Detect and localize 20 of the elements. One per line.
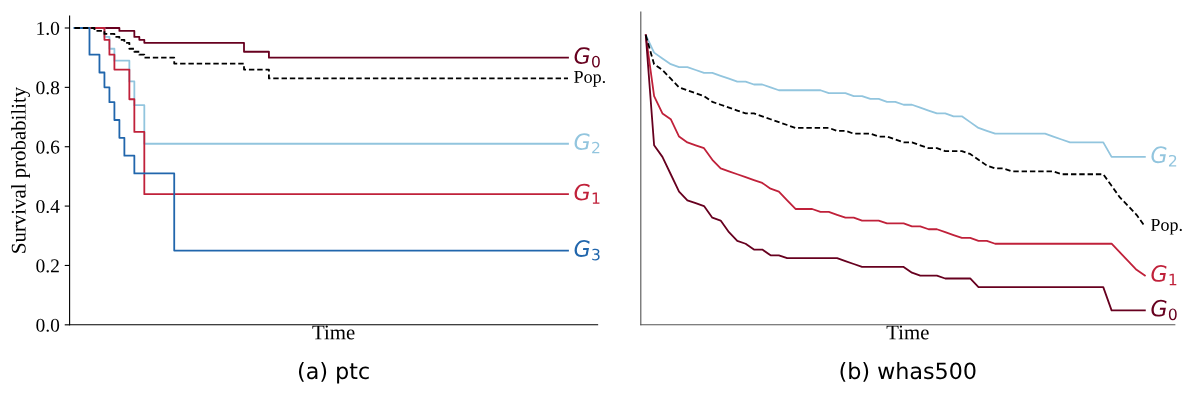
- series-label: G$_{2}$: [574, 133, 600, 154]
- series-label: G$_{3}$: [574, 240, 600, 261]
- y-tick-label: 0.2: [36, 259, 59, 273]
- y-tick-label: 0.0: [36, 318, 60, 332]
- series-label: G$_{1}$: [574, 183, 600, 204]
- series-label: G$_{0}$: [574, 47, 600, 68]
- text: (b) whas500: [840, 362, 976, 382]
- y-tick-label: 0.8: [36, 81, 60, 95]
- y-tick-label: 1.0: [37, 21, 60, 36]
- y-tick-label: 0.6: [36, 140, 60, 154]
- series-label: Pop.: [1150, 218, 1182, 235]
- y-axis-title: Survival probability: [11, 86, 31, 253]
- y-tick-label: 0.4: [36, 199, 60, 214]
- series-label: G$_{1}$: [1151, 265, 1177, 286]
- x-axis-title: Time: [312, 325, 355, 340]
- x-axis-title: Time: [886, 325, 929, 340]
- series-label: G$_{2}$: [1151, 146, 1177, 167]
- series-label: G$_{0}$: [1151, 299, 1177, 321]
- series-label: Pop.: [574, 70, 605, 87]
- text: (a) ptc: [298, 362, 369, 384]
